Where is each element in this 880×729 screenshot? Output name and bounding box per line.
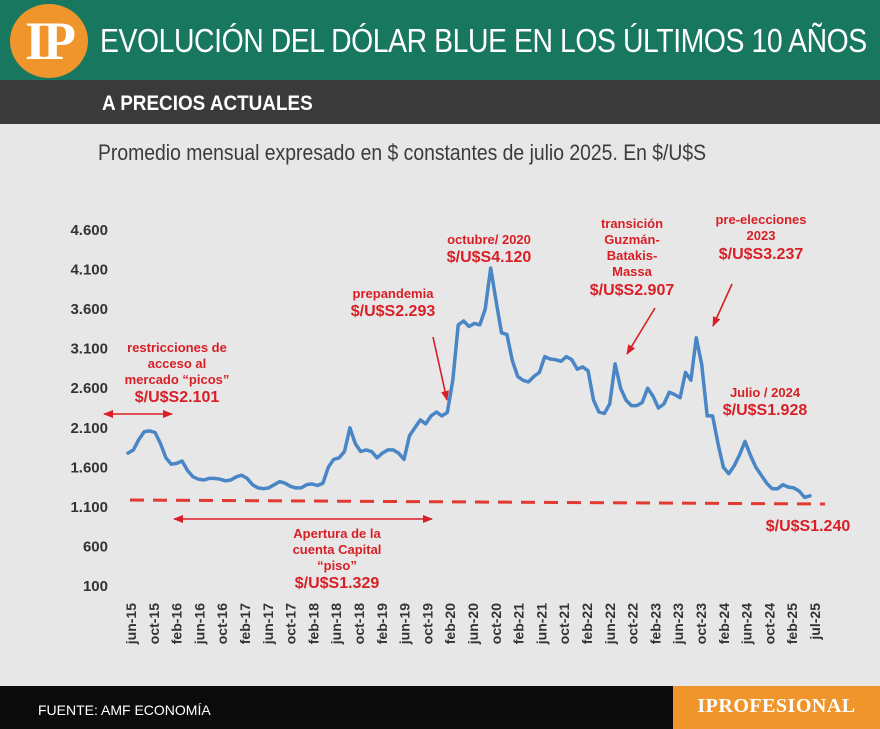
x-tick-label: oct-20 bbox=[488, 603, 504, 644]
x-tick-label: jun-20 bbox=[465, 603, 481, 645]
annotation-value: $/U$S1.928 bbox=[723, 402, 808, 419]
x-tick-label: feb-21 bbox=[511, 603, 527, 644]
y-tick-label: 2.600 bbox=[70, 380, 108, 397]
annotation-label: Apertura de la bbox=[293, 526, 381, 541]
ip-logo: IP bbox=[10, 4, 88, 78]
x-tick-label: feb-19 bbox=[374, 603, 390, 644]
annotation-octubre-2020: octubre/ 2020 $/U$S4.120 bbox=[447, 232, 532, 266]
y-tick-label: 1.100 bbox=[70, 499, 108, 516]
x-tick-label: oct-16 bbox=[214, 603, 230, 644]
x-tick-label: feb-22 bbox=[579, 603, 595, 644]
annotation-label: prepandemia bbox=[353, 286, 435, 301]
floor-dashed-line bbox=[129, 498, 826, 506]
x-tick-label: jun-16 bbox=[191, 603, 207, 645]
annotation-label: acceso al bbox=[148, 356, 207, 371]
annotation-piso: Apertura de la cuenta Capital “piso” $/U… bbox=[293, 526, 382, 592]
annotation-value: $/U$S1.329 bbox=[295, 575, 380, 592]
brand-logo-text: IPROFESIONAL bbox=[697, 695, 856, 717]
x-tick-label: jun-15 bbox=[123, 603, 139, 645]
x-tick-label: jun-19 bbox=[397, 603, 413, 645]
x-tick-label: feb-16 bbox=[169, 603, 185, 644]
annotation-label: Guzmán- bbox=[604, 232, 660, 247]
x-tick-label: oct-15 bbox=[146, 603, 162, 644]
pre-elecciones-arrow bbox=[712, 283, 733, 327]
annotation-prepandemia: prepandemia $/U$S2.293 bbox=[351, 286, 436, 320]
x-tick-label: feb-25 bbox=[784, 603, 800, 644]
x-tick-label: oct-19 bbox=[419, 603, 435, 644]
annotation-transicion: transición Guzmán- Batakis- Massa $/U$S2… bbox=[590, 216, 675, 299]
y-tick-label: 2.100 bbox=[70, 420, 108, 437]
logo-text: IP bbox=[25, 11, 76, 71]
source-text: FUENTE: AMF ECONOMÍA bbox=[38, 702, 211, 718]
annotation-value: $/U$S2.907 bbox=[590, 282, 675, 299]
x-tick-label: oct-22 bbox=[625, 603, 641, 644]
x-tick-label: oct-18 bbox=[351, 603, 367, 644]
x-tick-label: feb-23 bbox=[647, 603, 663, 644]
annotation-julio-2024: Julio / 2024 $/U$S1.928 bbox=[723, 385, 808, 419]
x-tick-label: jun-18 bbox=[328, 603, 344, 645]
annotation-label: “piso” bbox=[317, 558, 357, 573]
x-tick-label: feb-20 bbox=[442, 603, 458, 644]
page-title: EVOLUCIÓN DEL DÓLAR BLUE EN LOS ÚLTIMOS … bbox=[100, 22, 867, 59]
subtitle-bar bbox=[0, 80, 880, 124]
annotation-label: Julio / 2024 bbox=[730, 385, 801, 400]
x-tick-label: jun-24 bbox=[739, 603, 755, 645]
x-tick-label: jun-23 bbox=[670, 603, 686, 645]
brand-box bbox=[673, 686, 880, 729]
annotation-label: mercado “picos” bbox=[125, 372, 230, 387]
x-tick-label: oct-24 bbox=[761, 603, 777, 644]
chart-description: Promedio mensual expresado en $ constant… bbox=[98, 140, 707, 165]
x-tick-label: feb-24 bbox=[716, 603, 732, 644]
page-subtitle: A PRECIOS ACTUALES bbox=[102, 92, 313, 115]
x-tick-label: oct-21 bbox=[556, 603, 572, 644]
y-tick-label: 1.600 bbox=[70, 459, 108, 476]
annotation-current: $/U$S1.240 bbox=[766, 518, 851, 535]
x-tick-label: feb-17 bbox=[237, 603, 253, 644]
dollar-blue-series-line bbox=[126, 266, 812, 500]
header-bar bbox=[0, 0, 880, 80]
transicion-arrow bbox=[626, 307, 656, 355]
annotation-label: transición bbox=[601, 216, 663, 231]
prepandemia-arrow bbox=[432, 336, 449, 401]
annotation-value: $/U$S1.240 bbox=[766, 518, 851, 535]
x-tick-label: jun-22 bbox=[602, 603, 618, 645]
y-tick-label: 600 bbox=[83, 538, 108, 555]
annotation-label: Batakis- bbox=[607, 248, 658, 263]
x-tick-label: jun-21 bbox=[533, 603, 549, 645]
annotation-label: 2023 bbox=[747, 228, 776, 243]
annotation-label: octubre/ 2020 bbox=[447, 232, 531, 247]
annotation-label: cuenta Capital bbox=[293, 542, 382, 557]
x-tick-label: jun-17 bbox=[260, 603, 276, 645]
annotation-value: $/U$S2.101 bbox=[135, 389, 220, 406]
annotation-value: $/U$S3.237 bbox=[719, 246, 804, 263]
y-tick-label: 3.100 bbox=[70, 341, 108, 358]
annotation-value: $/U$S4.120 bbox=[447, 249, 532, 266]
x-tick-label: oct-23 bbox=[693, 603, 709, 644]
x-tick-label: jul-25 bbox=[807, 603, 823, 641]
annotation-picos: restricciones de acceso al mercado “pico… bbox=[125, 340, 230, 406]
annotation-value: $/U$S2.293 bbox=[351, 303, 436, 320]
chart: 100 600 1.100 1.600 2.100 2.600 3.100 3.600 4.10… bbox=[70, 212, 851, 645]
x-tick-label: oct-17 bbox=[283, 603, 299, 644]
x-tick-label: feb-18 bbox=[305, 603, 321, 644]
y-tick-label: 4.100 bbox=[70, 262, 108, 279]
annotation-label: Massa bbox=[612, 264, 653, 279]
annotation-pre-elecciones: pre-elecciones 2023 $/U$S3.237 bbox=[715, 212, 806, 263]
annotation-label: pre-elecciones bbox=[715, 212, 806, 227]
y-tick-label: 3.600 bbox=[70, 301, 108, 318]
annotation-label: restricciones de bbox=[127, 340, 227, 355]
y-tick-label: 4.600 bbox=[70, 222, 108, 239]
y-tick-label: 100 bbox=[83, 578, 108, 595]
